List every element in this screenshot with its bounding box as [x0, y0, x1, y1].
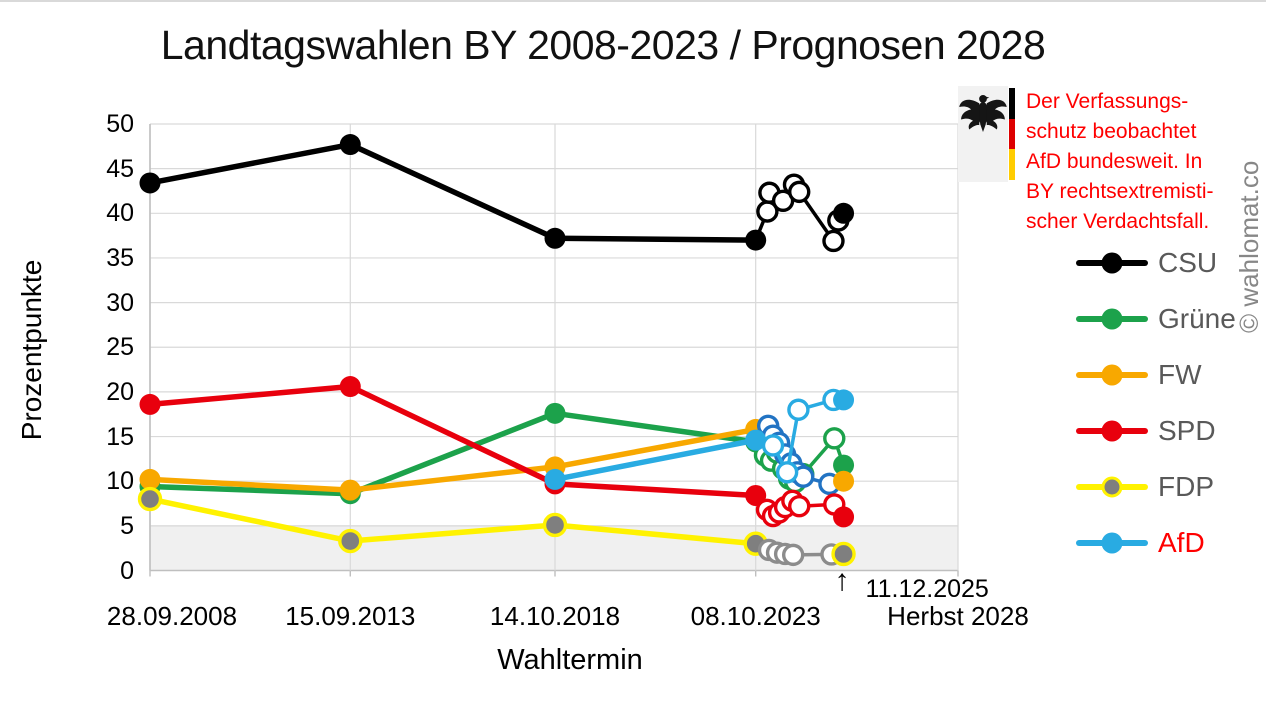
CSU-election-marker — [544, 227, 566, 249]
annotation-date-label: 11.12.2025 — [865, 575, 989, 603]
series-CSU — [139, 134, 855, 253]
CSU-election-marker — [339, 134, 361, 156]
y-tick-15: 15 — [106, 422, 134, 451]
y-tick-35: 35 — [106, 243, 134, 272]
up-arrow-icon: ↑ — [834, 564, 850, 597]
legend-marker — [1101, 308, 1123, 330]
FW-election-marker — [139, 468, 161, 490]
FW-latest-marker — [833, 470, 855, 492]
legend-marker — [1101, 532, 1123, 554]
series-AfD — [544, 388, 855, 490]
y-tick-10: 10 — [106, 467, 134, 496]
watermark: © wahlomat.co — [1234, 160, 1264, 333]
legend-line — [1076, 364, 1148, 386]
CSU-election-marker — [745, 229, 767, 251]
legend-label: AfD — [1158, 527, 1205, 558]
legend-label: FDP — [1158, 471, 1214, 502]
x-tick-15.09.2013: 15.09.2013 — [285, 601, 416, 631]
flag-gold-stripe — [1009, 149, 1015, 181]
SPD-latest-marker — [833, 506, 855, 528]
x-tick-Herbst 2028: Herbst 2028 — [887, 601, 1029, 631]
legend-line — [1076, 532, 1148, 554]
legend-item-FW: FW — [1076, 354, 1202, 396]
flag-red-stripe — [1009, 118, 1015, 150]
legend-item-SPD: SPD — [1076, 410, 1216, 452]
FDP-election-marker — [338, 528, 363, 554]
FDP-election-marker — [137, 486, 163, 512]
x-tick-14.10.2018: 14.10.2018 — [489, 601, 621, 631]
SPD-poll-marker — [788, 495, 811, 518]
AfD-poll-marker — [787, 398, 810, 421]
CSU-poll-marker — [788, 180, 811, 204]
CSU-latest-marker — [833, 202, 855, 224]
note-line: BY rechtsextremisti- — [1026, 180, 1214, 203]
legend-marker — [1101, 252, 1123, 274]
y-tick-0: 0 — [120, 556, 134, 585]
y-tick-45: 45 — [106, 154, 134, 183]
legend-line — [1076, 420, 1148, 442]
german-flag-bar — [1009, 88, 1015, 181]
Grüne-election-marker — [544, 402, 566, 424]
y-tick-30: 30 — [106, 288, 134, 317]
legend-label: SPD — [1158, 415, 1216, 446]
AfD-poll-marker — [761, 434, 785, 457]
legend-item-AfD: AfD — [1076, 522, 1205, 564]
AfD-poll-marker — [775, 461, 799, 484]
legend-label: FW — [1158, 359, 1202, 390]
y-tick-5: 5 — [120, 511, 134, 540]
y-tick-50: 50 — [106, 110, 134, 138]
AfD-latest-marker — [833, 389, 855, 411]
series-FDP — [137, 486, 856, 567]
FW-election-marker — [339, 479, 361, 501]
top-border — [0, 0, 1266, 2]
gridlines — [149, 123, 959, 577]
legend-line — [1076, 308, 1148, 330]
AfD-election-marker — [745, 429, 767, 451]
x-axis-title: Wahltermin — [497, 644, 643, 676]
legend-item-Grüne: Grüne — [1076, 298, 1236, 340]
note-line: scher Verdachtsfall. — [1026, 210, 1210, 233]
legend-item-FDP: FDP — [1076, 466, 1214, 508]
SPD-election-marker — [339, 376, 361, 398]
Grüne-poll-marker — [823, 427, 846, 450]
legend-marker — [1101, 364, 1123, 386]
CSU-election-marker — [139, 172, 161, 194]
AfD-election-marker — [544, 468, 566, 490]
legend-marker — [1101, 476, 1123, 498]
series-SPD — [139, 376, 855, 528]
CSU-poll-marker — [822, 229, 845, 253]
eagle-badge — [958, 86, 1008, 182]
FDP-election-marker — [542, 512, 568, 538]
note-line: Der Verfassungs- — [1026, 90, 1189, 113]
afd-verfassungsschutz-note: Der Verfassungs- schutz beobachtet AfD b… — [1026, 87, 1214, 237]
note-line: AfD bundesweit. In — [1026, 150, 1203, 173]
federal-eagle-icon — [959, 95, 1007, 132]
note-line: schutz beobachtet — [1026, 120, 1197, 143]
y-tick-40: 40 — [106, 199, 134, 228]
Grüne-latest-marker — [833, 454, 855, 476]
y-tick-25: 25 — [106, 333, 134, 362]
flag-black-stripe — [1009, 88, 1015, 119]
x-tick-28.09.2008: 28.09.2008 — [106, 601, 238, 631]
x-tick-08.10.2023: 08.10.2023 — [690, 601, 821, 631]
legend-line — [1076, 252, 1148, 274]
FDP-latest-marker — [831, 541, 856, 567]
legend-marker — [1101, 420, 1123, 442]
FDP-poll-marker — [781, 543, 805, 567]
chart-title: Landtagswahlen BY 2008-2023 / Prognosen … — [160, 22, 1046, 68]
legend-label: Grüne — [1158, 303, 1236, 334]
legend-item-CSU: CSU — [1076, 242, 1217, 284]
legend-line — [1076, 476, 1148, 498]
y-tick-20: 20 — [106, 377, 134, 406]
y-axis-title: Prozentpunkte — [16, 259, 47, 441]
SPD-election-marker — [139, 393, 161, 415]
legend-label: CSU — [1158, 247, 1218, 278]
